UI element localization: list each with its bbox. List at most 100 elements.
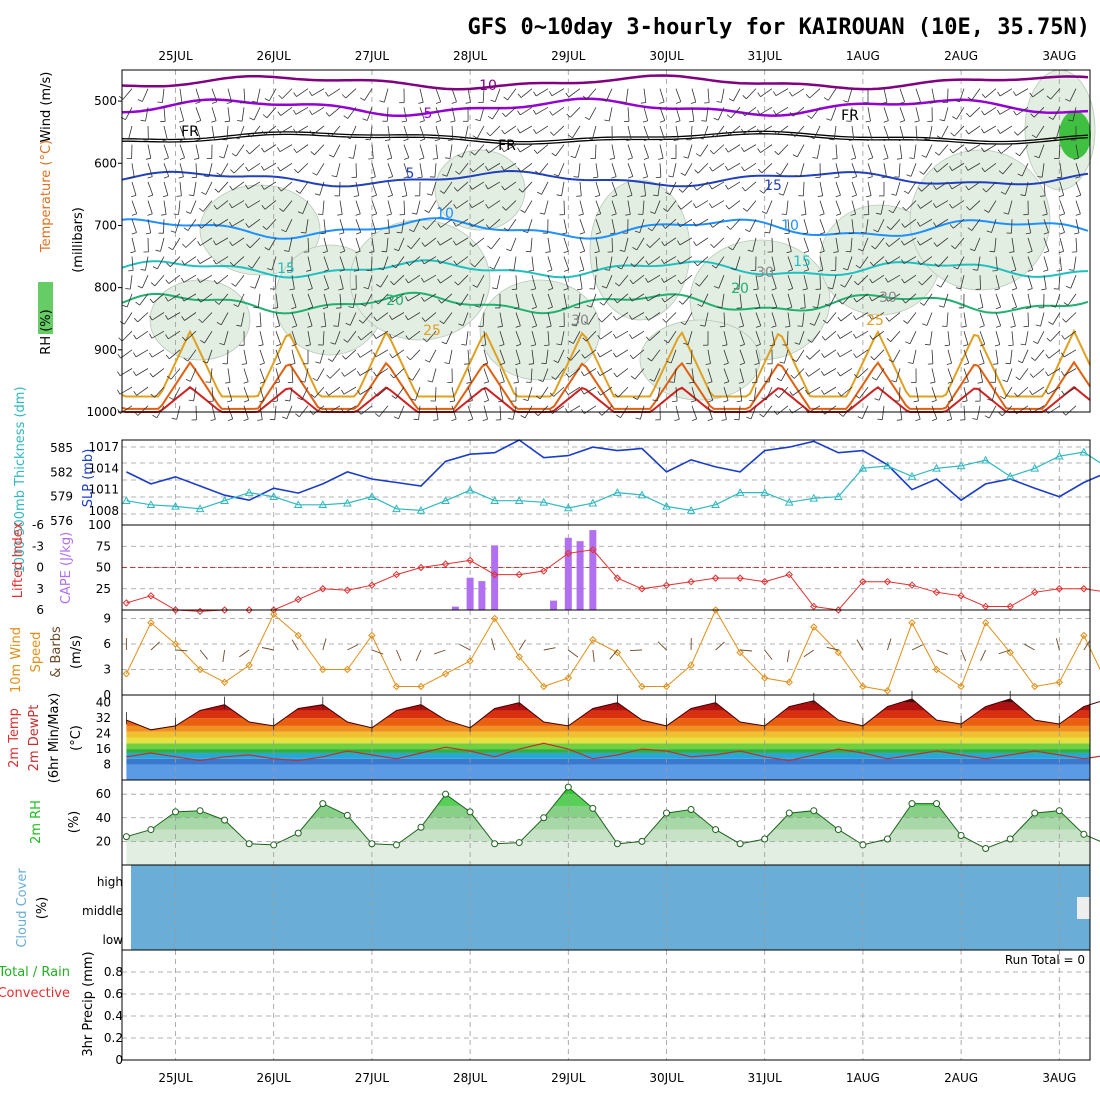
- wind-barb: [527, 219, 533, 233]
- rh-line-point: [1031, 809, 1039, 817]
- slp-line: [126, 439, 1100, 502]
- wind-barb-flag: [885, 317, 890, 322]
- wind-barb: [459, 293, 469, 306]
- wind-barb-flag: [694, 169, 699, 174]
- thickness-line-point: [563, 503, 573, 512]
- wind-barb: [569, 107, 581, 118]
- wind-barb: [199, 256, 213, 264]
- wind-barb-flag: [677, 259, 681, 265]
- wind-barb-flag: [310, 394, 315, 398]
- wind-barb: [215, 218, 229, 227]
- wind-barb: [954, 237, 965, 249]
- wind-barb: [418, 405, 421, 420]
- wind-barb: [963, 387, 968, 401]
- wind-barb-flag: [659, 138, 665, 142]
- wind-barb: [594, 275, 597, 290]
- wind-barb: [1063, 349, 1077, 358]
- wind-barb: [579, 181, 582, 196]
- wind-barb: [323, 237, 328, 252]
- wind-barb-flag: [1020, 343, 1026, 346]
- wind-barb: [1055, 125, 1061, 140]
- rh-band: [126, 787, 1090, 795]
- wind-barb: [873, 256, 885, 267]
- lifted-index-line-point: [834, 606, 843, 614]
- wind-barb: [387, 219, 390, 234]
- wind-speed-line-point: [294, 631, 302, 640]
- wind-barb: [296, 88, 309, 97]
- wind-barb: [991, 387, 997, 401]
- wind-barb: [579, 200, 584, 215]
- lifted-index-line-point: [392, 570, 401, 579]
- wind-barb-flag: [1068, 119, 1074, 122]
- wind-barb-flag: [199, 207, 204, 212]
- wind-barb: [636, 237, 645, 251]
- wind-barb: [360, 405, 373, 415]
- thickness-line-point: [1030, 463, 1040, 472]
- wind-barb: [503, 162, 517, 171]
- wind-barb: [435, 107, 442, 121]
- wind-barb-flag: [593, 176, 599, 179]
- wind-barb-10m: [150, 641, 161, 651]
- wind-barb-flag: [965, 165, 969, 171]
- wind-speed-line-point: [245, 661, 253, 669]
- wind-barb-flag: [853, 297, 857, 303]
- wind-barb: [732, 237, 741, 251]
- wind-barb-flag: [661, 224, 666, 229]
- wind-barb-flag: [408, 377, 413, 381]
- thickness-line-point: [318, 500, 328, 509]
- wind-barb-flag: [984, 209, 989, 213]
- wind-barb: [1048, 349, 1061, 359]
- date-label-bottom: 25JUL: [158, 1071, 193, 1085]
- wind-barb-flag: [201, 191, 206, 195]
- wind-barb: [1021, 163, 1029, 177]
- wind-barb: [237, 293, 245, 307]
- wind-barb-flag: [533, 149, 538, 154]
- wind-barb: [560, 331, 565, 345]
- wind-barb: [1037, 330, 1045, 344]
- wind-barb-flag: [498, 400, 504, 403]
- wind-barb-flag: [919, 302, 925, 306]
- contour-10: [121, 217, 1089, 240]
- wind-barb-flag: [885, 259, 889, 265]
- wind-barb: [231, 200, 245, 209]
- wind-barb: [946, 312, 949, 327]
- wind-barb-flag: [642, 176, 648, 179]
- wind-barb-flag: [994, 344, 1000, 347]
- wind-barb: [195, 144, 200, 159]
- wind-barb-10m: [629, 649, 642, 652]
- wind-barb-flag: [938, 305, 944, 308]
- wind-barb: [139, 293, 149, 306]
- wind-barb: [601, 312, 613, 323]
- thickness-line-point: [1005, 471, 1015, 480]
- rh-line-point: [663, 809, 670, 817]
- wind-barb: [999, 106, 1013, 115]
- wind-barb-flag: [669, 381, 675, 383]
- wind-barb-flag: [149, 315, 153, 321]
- wind-barb-10m: [371, 649, 384, 655]
- wind-barb-flag: [790, 374, 795, 379]
- wind-barb-flag: [357, 390, 361, 395]
- wind-barb-flag: [1025, 232, 1031, 235]
- wind-barb-flag: [1061, 352, 1065, 358]
- wind-barb: [1065, 312, 1077, 323]
- wind-barb-flag: [226, 400, 233, 403]
- wind-barb: [859, 386, 869, 399]
- wind-barb: [1058, 275, 1061, 290]
- wind-barb-flag: [236, 324, 242, 327]
- date-label-top: 28JUL: [453, 49, 488, 63]
- wind-barb: [1001, 405, 1013, 417]
- wind-barb: [771, 256, 776, 271]
- wind-barb: [690, 349, 693, 364]
- date-label-bottom: 1AUG: [846, 1071, 880, 1085]
- wind-barb-flag: [792, 358, 797, 362]
- wind-barb-flag: [1005, 362, 1011, 365]
- wind-barb: [723, 405, 727, 420]
- wind-barb: [440, 218, 453, 228]
- wind-barb-flag: [723, 400, 729, 403]
- wind-barb-flag: [899, 101, 905, 104]
- wind-barb: [995, 349, 999, 364]
- wind-barb-10m: [175, 649, 188, 652]
- wind-barb-flag: [181, 296, 185, 302]
- date-label-bottom: 29JUL: [551, 1071, 586, 1085]
- wind-barb: [771, 275, 777, 289]
